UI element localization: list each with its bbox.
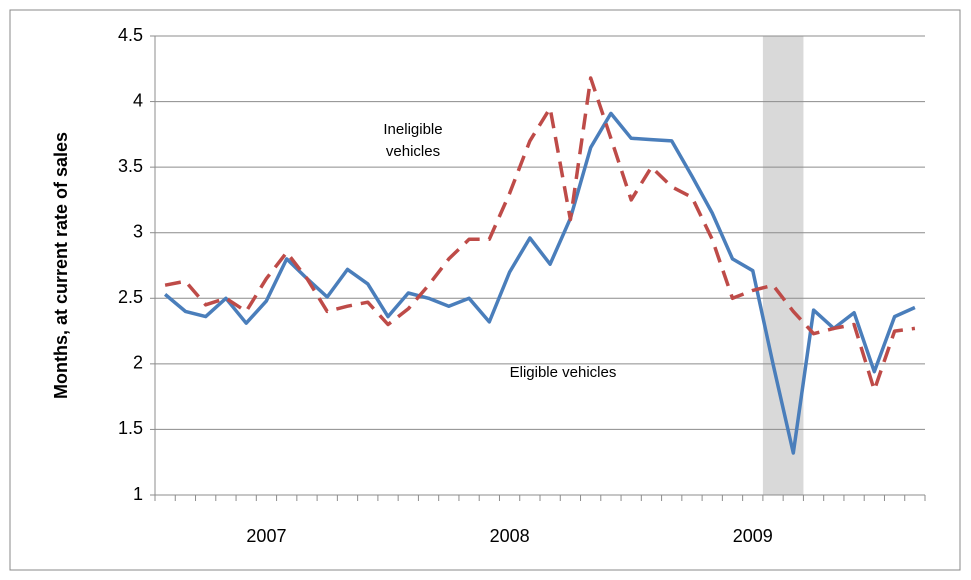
series-annotation: Eligible vehicles	[509, 364, 617, 381]
y-tick-label: 1.5	[118, 418, 143, 438]
series-line	[163, 111, 916, 455]
series-annotation: Ineligible vehicles	[383, 121, 443, 160]
y-tick-label: 4.5	[118, 25, 143, 45]
series-line	[164, 76, 916, 392]
y-tick-label: 1	[133, 484, 143, 504]
x-tick-label: 2007	[246, 526, 286, 546]
x-tick-label: 2009	[733, 526, 773, 546]
y-tick-label: 2.5	[118, 287, 143, 307]
y-tick-label: 2	[133, 353, 143, 373]
y-axis-label: Months, at current rate of sales	[51, 132, 71, 399]
chart-border	[9, 9, 961, 571]
y-tick-label: 3.5	[118, 156, 143, 176]
y-tick-label: 4	[133, 90, 143, 110]
x-tick-label: 2008	[490, 526, 530, 546]
y-tick-label: 3	[133, 221, 143, 241]
